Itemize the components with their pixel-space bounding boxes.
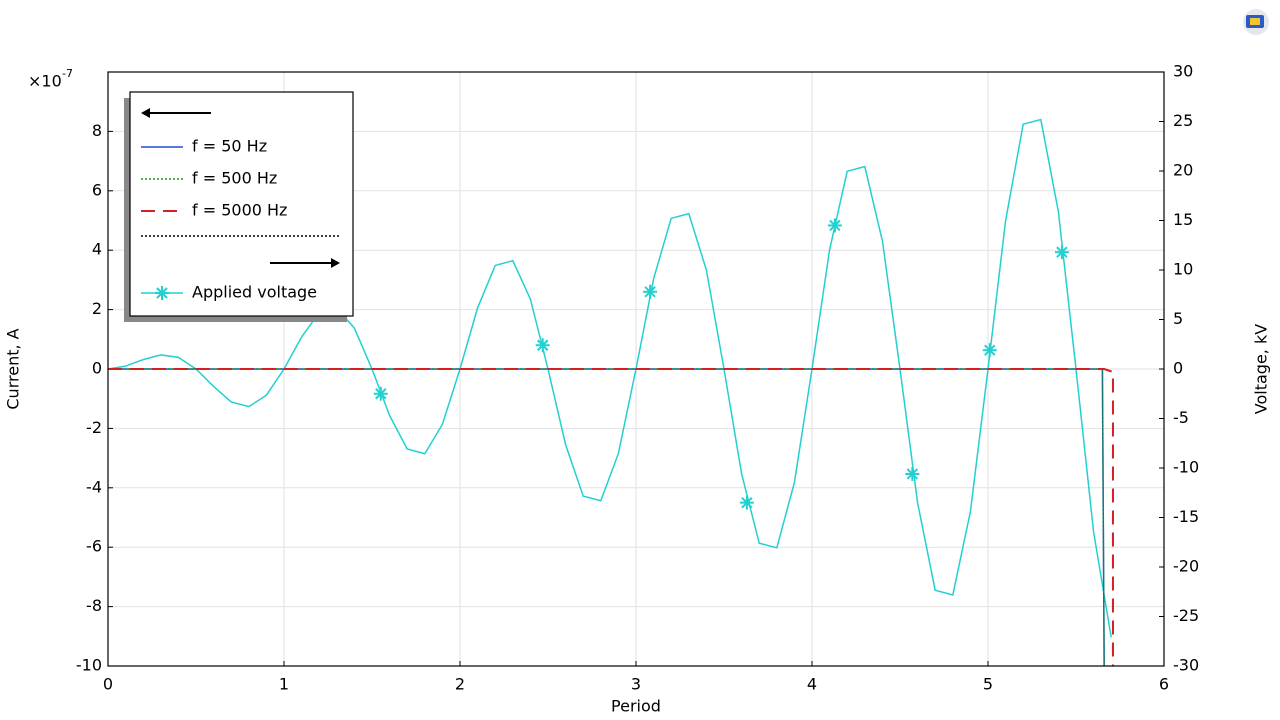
y-tick-label: 4 [92, 240, 102, 259]
x-tick-label: 6 [1159, 675, 1169, 694]
data-marker [373, 386, 388, 401]
marker-stroke [1056, 246, 1068, 258]
y2-tick-label: 5 [1173, 309, 1183, 328]
x-tick-label: 4 [807, 675, 817, 694]
legend-label: f = 50 Hz [192, 137, 267, 156]
plot-frame [107, 71, 1165, 667]
app-icon [1243, 9, 1269, 35]
y-tick-label: 8 [92, 121, 102, 140]
y2-tick-label: -20 [1173, 557, 1199, 576]
y-tick-label: -10 [76, 656, 102, 675]
data-marker [1054, 245, 1069, 260]
y2-tick-label: -15 [1173, 507, 1199, 526]
y-tick-label: 2 [92, 299, 102, 318]
y-tick-label: -6 [86, 537, 102, 556]
x-tick-label: 3 [631, 675, 641, 694]
y2-tick-label: 30 [1173, 62, 1193, 81]
y-tick-label: -2 [86, 418, 102, 437]
y-tick-label: 0 [92, 359, 102, 378]
x-tick-label: 5 [983, 675, 993, 694]
marker-stroke [984, 344, 996, 356]
legend-label: Applied voltage [192, 283, 317, 302]
y-multiplier-exponent: -7 [62, 67, 73, 80]
legend-marker [155, 286, 169, 300]
marker-stroke [375, 388, 387, 400]
data-marker [535, 338, 550, 353]
y2-tick-label: 10 [1173, 260, 1193, 279]
y-tick-label: -8 [86, 596, 102, 615]
x-tick-label: 0 [103, 675, 113, 694]
data-marker [982, 343, 997, 358]
legend-label: f = 5000 Hz [192, 201, 287, 220]
y-axis-label: Current, A [4, 328, 23, 409]
legend: f = 50 Hz f = 500 Hz f = 5000 Hz Applied vo… [124, 91, 354, 322]
series-line [108, 368, 1114, 666]
marker-stroke [644, 286, 656, 298]
data-marker [739, 495, 754, 510]
data-marker [905, 466, 920, 481]
marker-stroke [829, 219, 841, 232]
y-tick-label: -4 [86, 477, 102, 496]
y2-tick-label: 25 [1173, 111, 1193, 130]
marker-stroke [537, 339, 549, 351]
x-axis-label: Period [611, 697, 661, 716]
y2-tick-label: -25 [1173, 606, 1199, 625]
data-marker [827, 218, 842, 233]
marker-stroke [906, 468, 919, 480]
series-line [107, 118, 1112, 638]
y2-tick-label: 20 [1173, 161, 1193, 180]
marker-stroke [741, 496, 753, 509]
x-tick-label: 1 [279, 675, 289, 694]
series-line [108, 368, 1105, 667]
y2-tick-label: 15 [1173, 210, 1193, 229]
y-multiplier: ×10 [28, 72, 62, 91]
y2-tick-label: -5 [1173, 408, 1189, 427]
y-tick-label: 6 [92, 180, 102, 199]
y2-tick-label: -30 [1173, 656, 1199, 675]
y2-tick-label: 0 [1173, 359, 1183, 378]
data-marker [643, 284, 658, 299]
y2-tick-label: -10 [1173, 458, 1199, 477]
marker-stroke [156, 287, 168, 299]
y2-axis-label: Voltage, kV [1252, 324, 1271, 414]
legend-label: f = 500 Hz [192, 169, 277, 188]
x-tick-label: 2 [455, 675, 465, 694]
